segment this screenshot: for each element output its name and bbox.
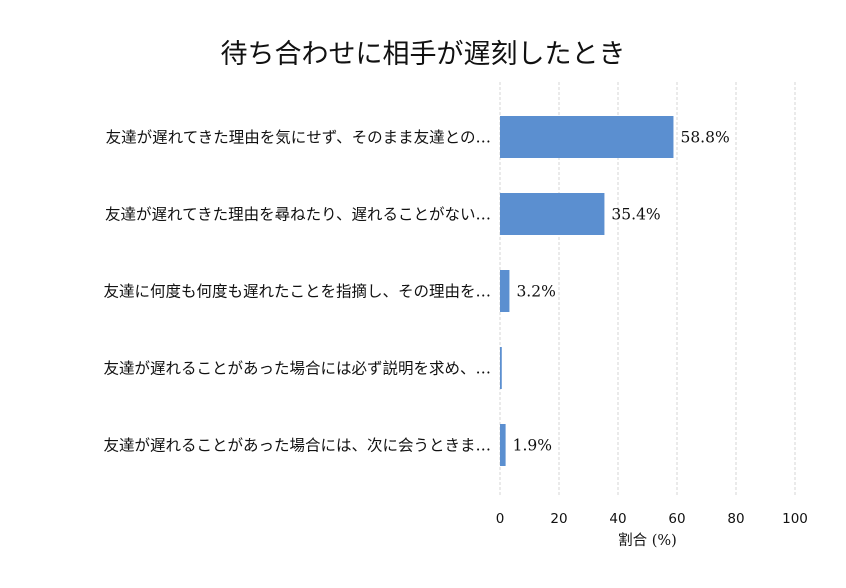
bar-4 (500, 424, 506, 466)
x-tick-100: 100 (782, 511, 808, 527)
value-label-0: 58.8% (680, 129, 729, 147)
chart-title: 待ち合わせに相手が遅刻したとき (220, 39, 626, 70)
bars (500, 116, 674, 466)
value-labels: 58.8% 35.4% 3.2% 1.9% (513, 129, 730, 455)
x-tick-80: 80 (727, 511, 744, 527)
x-tick-20: 20 (550, 511, 567, 527)
category-label-0: 友達が遅れてきた理由を気にせず、そのまま友達との… (106, 129, 491, 147)
x-tick-labels: 0 20 40 60 80 100 (496, 511, 808, 527)
x-tick-60: 60 (668, 511, 685, 527)
x-tick-40: 40 (609, 511, 626, 527)
x-tick-0: 0 (496, 511, 505, 527)
value-label-1: 35.4% (611, 206, 660, 224)
category-label-2: 友達に何度も何度も遅れたことを指摘し、その理由を… (103, 283, 491, 301)
bar-2 (500, 270, 510, 312)
category-label-1: 友達が遅れてきた理由を尋ねたり、遅れることがない… (105, 206, 491, 224)
value-label-2: 3.2% (516, 283, 555, 301)
category-label-4: 友達が遅れることがあった場合には、次に会うときま… (103, 437, 491, 455)
value-label-4: 1.9% (513, 437, 552, 455)
bar-1 (500, 193, 605, 235)
category-labels: 友達が遅れてきた理由を気にせず、そのまま友達との… 友達が遅れてきた理由を尋ねたり… (103, 129, 491, 455)
bar-3 (500, 347, 502, 389)
bar-0 (500, 116, 674, 158)
category-label-3: 友達が遅れることがあった場合には必ず説明を求め、… (103, 360, 491, 378)
x-axis-label: 割合 (%) (618, 532, 677, 549)
